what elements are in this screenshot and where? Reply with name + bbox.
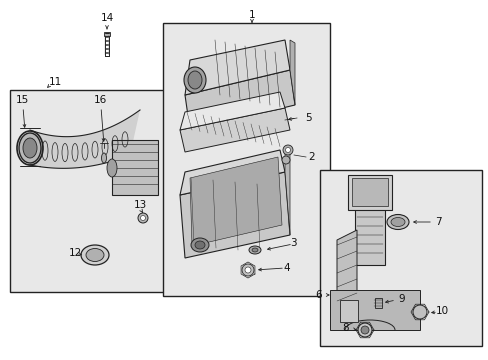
Text: 10: 10 (435, 306, 448, 316)
Bar (329, 290, 419, 330)
Bar (319, 170, 481, 346)
Text: 16: 16 (93, 95, 106, 105)
Bar (374, 298, 381, 308)
Circle shape (242, 264, 253, 276)
Bar (339, 300, 357, 322)
Polygon shape (285, 150, 289, 235)
Text: 8: 8 (342, 323, 348, 333)
Circle shape (244, 267, 250, 273)
Circle shape (357, 323, 371, 337)
Ellipse shape (191, 238, 208, 252)
Text: 7: 7 (434, 217, 441, 227)
Ellipse shape (107, 159, 117, 177)
Circle shape (285, 148, 290, 153)
Ellipse shape (195, 241, 204, 249)
Text: 14: 14 (100, 13, 113, 23)
Polygon shape (30, 110, 140, 168)
Ellipse shape (102, 153, 106, 163)
Bar (354, 185, 384, 265)
Text: 15: 15 (15, 95, 29, 105)
Circle shape (283, 145, 292, 155)
Polygon shape (184, 70, 294, 130)
Bar (163, 23, 329, 296)
Ellipse shape (390, 217, 404, 226)
Ellipse shape (248, 246, 261, 254)
Circle shape (360, 326, 368, 334)
Polygon shape (180, 92, 285, 130)
Text: 2: 2 (307, 152, 314, 162)
Bar (10, 90, 164, 292)
Bar (347, 175, 391, 210)
Ellipse shape (386, 215, 408, 230)
Polygon shape (180, 108, 289, 152)
Text: 4: 4 (283, 263, 289, 273)
Polygon shape (180, 150, 285, 195)
Polygon shape (336, 230, 356, 320)
Bar (112, 140, 158, 195)
Ellipse shape (251, 248, 258, 252)
Ellipse shape (183, 67, 205, 93)
Ellipse shape (187, 71, 202, 89)
Polygon shape (180, 172, 289, 258)
Bar (104, 32, 110, 36)
Bar (351, 178, 387, 206)
Circle shape (282, 156, 289, 164)
Polygon shape (289, 40, 294, 105)
Circle shape (412, 305, 426, 319)
Ellipse shape (23, 138, 37, 158)
Ellipse shape (86, 248, 104, 261)
Text: 11: 11 (48, 77, 61, 87)
Text: 12: 12 (68, 248, 81, 258)
Text: 3: 3 (289, 238, 296, 248)
Circle shape (138, 213, 148, 223)
Text: 6: 6 (315, 290, 321, 300)
Text: 9: 9 (397, 294, 404, 304)
Text: 1: 1 (248, 10, 255, 20)
Ellipse shape (19, 133, 41, 163)
Polygon shape (184, 40, 289, 95)
Polygon shape (190, 157, 282, 246)
Text: 5: 5 (305, 113, 311, 123)
Circle shape (140, 216, 145, 220)
Text: 13: 13 (133, 200, 146, 210)
Ellipse shape (81, 245, 109, 265)
